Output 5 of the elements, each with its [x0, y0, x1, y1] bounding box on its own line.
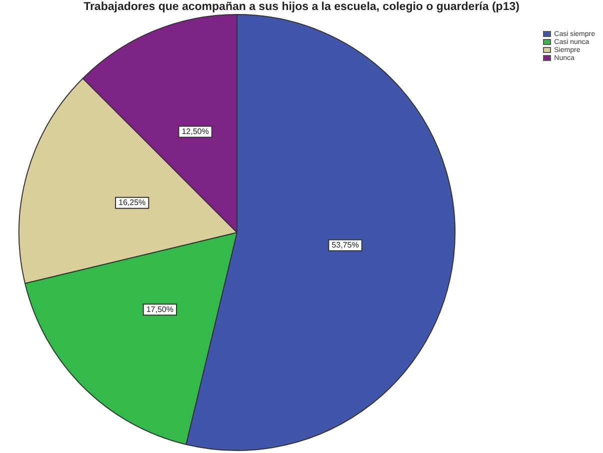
chart-title: Trabajadores que acompañan a sus hijos a la escuela, colegio o guardería (p13): [82, 1, 520, 13]
data-label: 53,75%: [332, 240, 359, 250]
data-label: 12,50%: [182, 127, 209, 136]
data-label: 17,50%: [146, 304, 174, 314]
data-label: 16,25%: [118, 198, 146, 208]
